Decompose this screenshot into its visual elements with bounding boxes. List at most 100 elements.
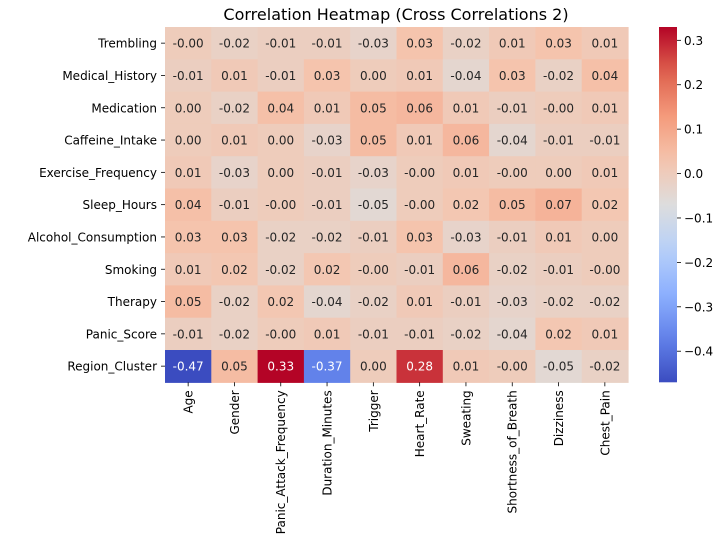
heatmap-cell-value: -0.02 <box>219 295 250 309</box>
heatmap-cell-value: 0.04 <box>267 101 294 115</box>
x-axis-tick-label: Age <box>182 390 196 413</box>
heatmap-cell <box>211 59 259 93</box>
heatmap-cell <box>535 253 583 286</box>
heatmap-cell-value: -0.01 <box>543 134 574 148</box>
heatmap-cell <box>303 156 351 190</box>
heatmap-cell <box>535 156 583 190</box>
colorbar-tick-label: 0.1 <box>684 123 703 137</box>
y-axis-tick-labels: Trembling Medical_History Medication Caffei… <box>28 37 165 374</box>
heatmap-cell <box>581 253 629 286</box>
heatmap-cell-value: -0.00 <box>589 263 620 277</box>
heatmap-cell-value: -0.00 <box>543 101 574 115</box>
heatmap-cell <box>303 91 351 125</box>
heatmap-cell <box>581 91 629 125</box>
heatmap-cell <box>535 220 583 254</box>
heatmap-cell <box>535 59 583 93</box>
x-axis-tick-label: Sweating <box>459 390 473 445</box>
heatmap-cell <box>535 91 583 125</box>
heatmap-cell-value: 0.01 <box>406 69 433 83</box>
heatmap-cell-value: -0.01 <box>450 295 481 309</box>
heatmap-cell-value: -0.01 <box>312 198 343 212</box>
heatmap-cell-value: -0.01 <box>589 134 620 148</box>
heatmap-cell <box>489 91 536 125</box>
heatmap-cell-value: 0.01 <box>406 134 433 148</box>
heatmap-cell-value: -0.04 <box>497 327 528 341</box>
x-axis-tick-label: Heart_Rate <box>413 390 427 457</box>
heatmap-cell <box>489 188 536 222</box>
colorbar-tick-label: −0.2 <box>684 256 713 270</box>
heatmap-cell-value: -0.02 <box>219 37 250 51</box>
heatmap-cell-value: -0.02 <box>543 69 574 83</box>
heatmap-cell <box>303 253 351 286</box>
heatmap-cell-value: -0.00 <box>265 198 296 212</box>
heatmap-cell-value: 0.00 <box>360 69 387 83</box>
heatmap-cell <box>535 285 583 319</box>
heatmap-cell-value: 0.01 <box>453 101 480 115</box>
heatmap-cell <box>165 188 212 222</box>
x-axis-tick-label: Chest_Pain <box>598 390 612 455</box>
heatmap-cell-value: -0.02 <box>312 230 343 244</box>
heatmap-cell-labels: -0.00 -0.02 -0.01 -0.01 -0.03 0.03 -0.02 0.01 0.… <box>173 37 621 374</box>
x-axis-tick-label: Trigger <box>367 390 381 432</box>
heatmap-cell-value: 0.07 <box>545 198 572 212</box>
heatmap-cell-value: 0.05 <box>175 295 202 309</box>
y-axis-tick-label: Medical_History <box>62 69 157 83</box>
heatmap-cell <box>257 253 305 286</box>
heatmap-cell-value: 0.02 <box>545 327 572 341</box>
heatmap-cell-value: -0.03 <box>219 166 250 180</box>
heatmap-cell <box>535 188 583 222</box>
heatmap-cell <box>350 253 398 286</box>
heatmap-cell-value: 0.03 <box>499 69 526 83</box>
heatmap-cell <box>489 27 536 60</box>
colorbar-tick-label: 0.2 <box>684 78 703 92</box>
heatmap-cell-value: -0.37 <box>312 360 343 374</box>
heatmap-cell <box>396 188 444 222</box>
heatmap-cell-value: 0.02 <box>267 295 294 309</box>
y-axis-tick-label: Trembling <box>97 37 157 51</box>
heatmap-cell-value: 0.03 <box>314 69 341 83</box>
heatmap-cell-value: -0.01 <box>173 69 204 83</box>
x-axis-tick-labels: Age Gender Panic_Attack_Frequency Duration_… <box>182 382 612 534</box>
heatmap-cell <box>257 317 305 351</box>
heatmap-cell-value: 0.01 <box>499 37 526 51</box>
heatmap-cell-value: -0.01 <box>497 101 528 115</box>
heatmap-cell <box>303 123 351 157</box>
heatmap-cell-value: 0.01 <box>175 166 202 180</box>
heatmap-cell-value: -0.00 <box>265 327 296 341</box>
heatmap-cell-value: 0.01 <box>221 134 248 148</box>
y-axis-tick-label: Therapy <box>107 295 157 309</box>
heatmap-cell <box>211 91 259 125</box>
heatmap-cell-value: -0.01 <box>173 327 204 341</box>
heatmap-cell-value: -0.03 <box>497 295 528 309</box>
heatmap-cell-value: 0.01 <box>591 327 618 341</box>
heatmap-cell <box>396 220 444 254</box>
heatmap-cell <box>303 317 351 351</box>
heatmap-cell <box>442 253 490 286</box>
heatmap-cell-value: 0.06 <box>453 263 480 277</box>
heatmap-cell <box>442 59 490 93</box>
heatmap-cell <box>396 91 444 125</box>
y-axis-tick-label: Caffeine_Intake <box>64 134 157 148</box>
heatmap-cell <box>211 27 259 60</box>
y-axis-tick-label: Exercise_Frequency <box>39 166 157 180</box>
heatmap-cell-value: 0.01 <box>221 69 248 83</box>
heatmap-cell-value: -0.47 <box>173 360 204 374</box>
heatmap-cell <box>442 188 490 222</box>
heatmap-cell-value: 0.06 <box>453 134 480 148</box>
heatmap-cells <box>165 27 629 383</box>
y-axis-tick-label: Alcohol_Consumption <box>28 230 157 244</box>
heatmap-cell-value: -0.01 <box>265 69 296 83</box>
heatmap-cell <box>581 59 629 93</box>
heatmap-cell <box>489 317 536 351</box>
heatmap-cell-value: 0.01 <box>314 327 341 341</box>
colorbar-tick-label: 0.3 <box>684 34 703 48</box>
heatmap-cell <box>211 350 259 383</box>
heatmap-cell <box>350 285 398 319</box>
heatmap-cell <box>165 91 212 125</box>
heatmap-cell <box>350 59 398 93</box>
heatmap-cell <box>165 350 212 383</box>
heatmap-cell <box>535 123 583 157</box>
heatmap-cell-value: 0.05 <box>499 198 526 212</box>
heatmap-cell-value: 0.00 <box>591 230 618 244</box>
heatmap-cell <box>442 27 490 60</box>
